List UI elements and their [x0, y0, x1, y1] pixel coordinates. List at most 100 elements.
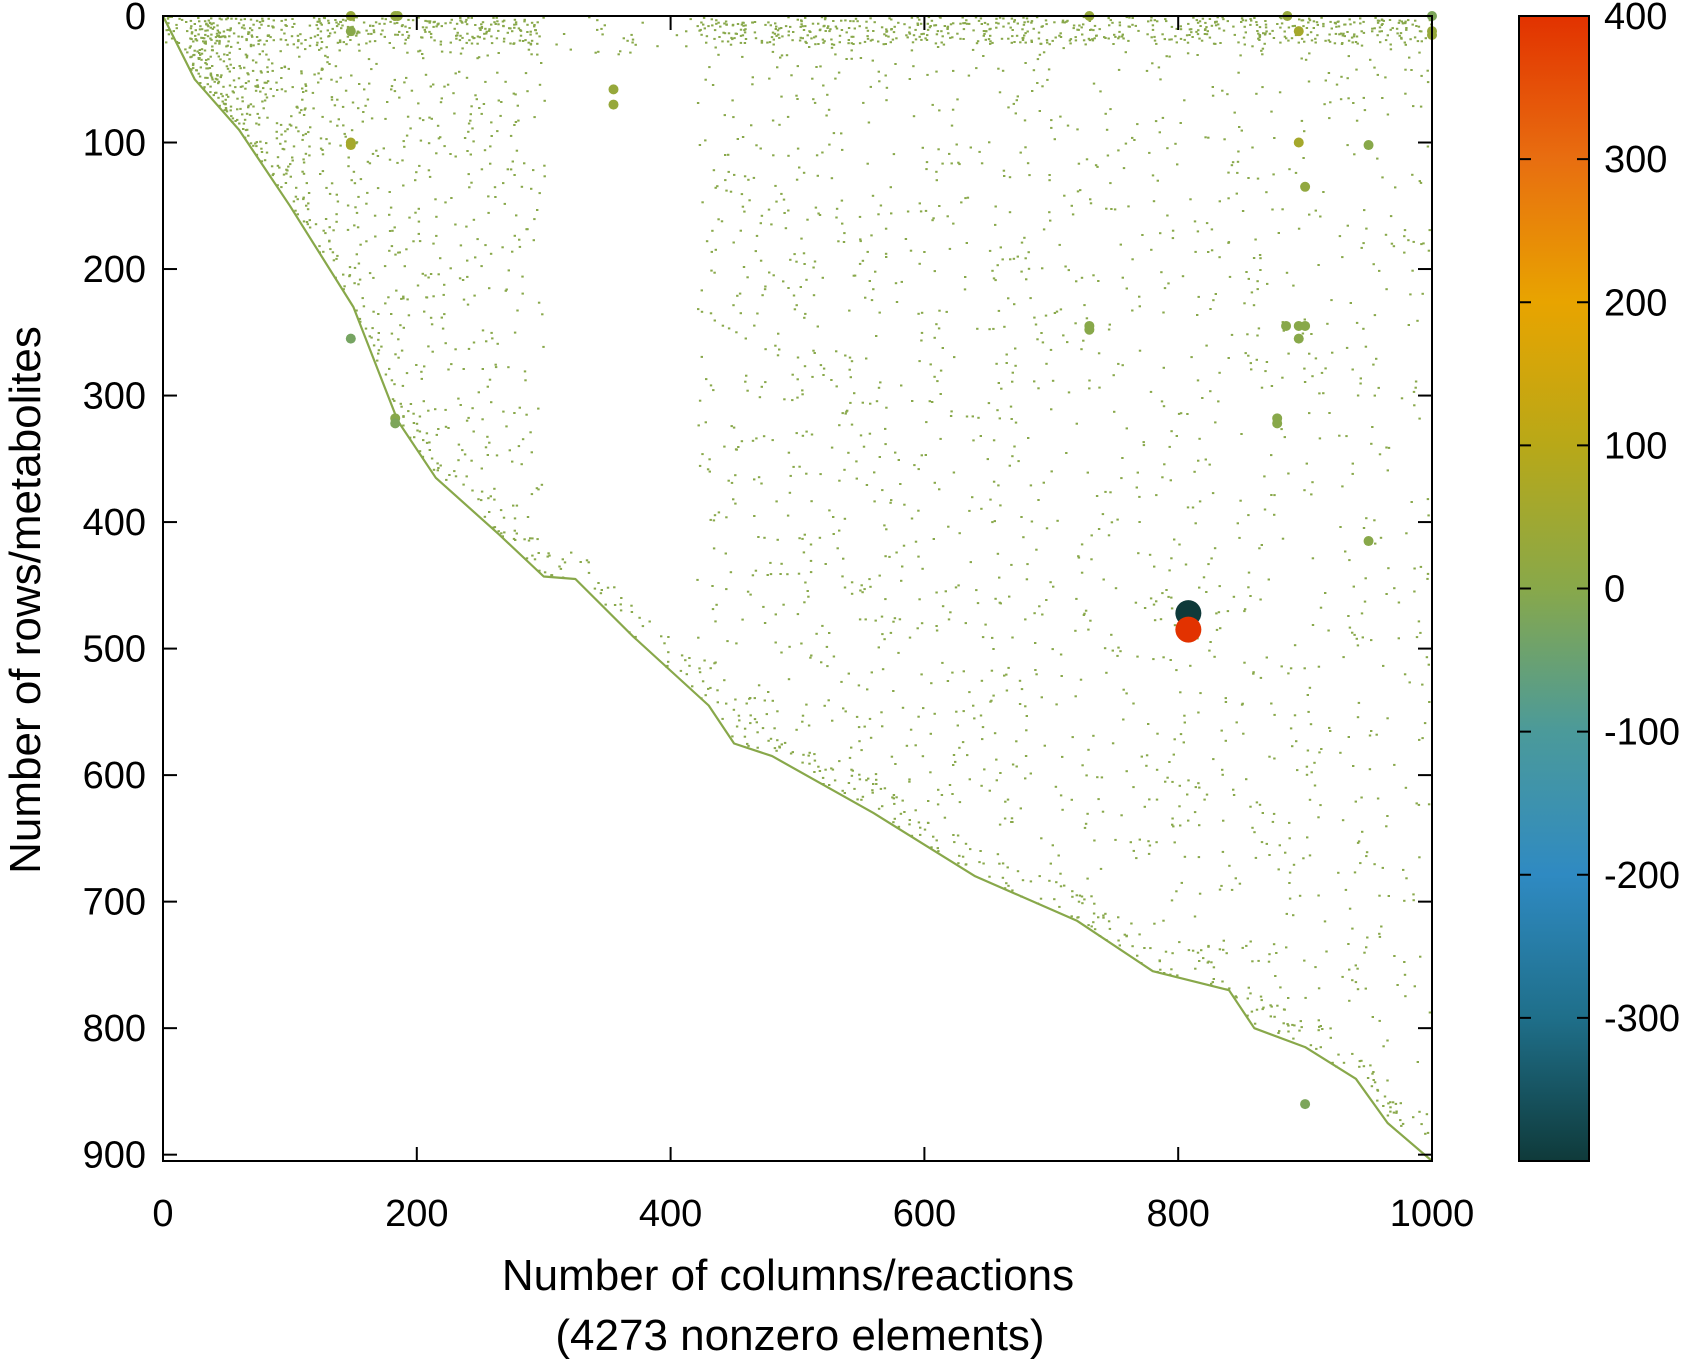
- nonzero-element: [1411, 173, 1414, 176]
- nonzero-element: [1002, 25, 1005, 28]
- nonzero-element: [1348, 999, 1351, 1002]
- nonzero-element: [540, 62, 543, 64]
- nonzero-element: [723, 32, 727, 35]
- nonzero-element: [1412, 240, 1415, 243]
- nonzero-element: [1333, 21, 1337, 24]
- nonzero-element: [895, 551, 898, 554]
- nonzero-element: [1204, 458, 1207, 461]
- nonzero-element: [872, 783, 875, 785]
- nonzero-element: [335, 257, 338, 260]
- nonzero-element: [818, 770, 822, 772]
- nonzero-element: [284, 140, 287, 143]
- nonzero-element: [964, 842, 968, 845]
- nonzero-element: [1210, 24, 1214, 27]
- nonzero-element: [1364, 345, 1368, 348]
- nonzero-element: [996, 552, 1000, 555]
- nonzero-element: [462, 368, 465, 370]
- nonzero-element: [1183, 855, 1187, 858]
- nonzero-element: [1089, 202, 1093, 205]
- nonzero-element: [471, 489, 474, 492]
- nonzero-element: [543, 571, 547, 574]
- nonzero-element: [1170, 596, 1173, 599]
- nonzero-element: [439, 101, 443, 104]
- nonzero-element: [301, 87, 304, 90]
- nonzero-element: [787, 451, 791, 454]
- nonzero-element: [946, 680, 950, 682]
- nonzero-element: [698, 464, 702, 467]
- nonzero-element: [345, 140, 356, 151]
- nonzero-element: [1021, 39, 1025, 41]
- nonzero-element: [423, 365, 426, 368]
- nonzero-element: [225, 110, 229, 113]
- nonzero-element: [291, 26, 294, 28]
- nonzero-element: [780, 743, 783, 746]
- nonzero-element: [737, 714, 741, 717]
- nonzero-element: [533, 558, 537, 561]
- nonzero-element: [1273, 713, 1276, 716]
- nonzero-element: [802, 29, 806, 31]
- nonzero-element: [1212, 758, 1215, 761]
- nonzero-element: [768, 77, 771, 80]
- nonzero-element: [1149, 597, 1153, 600]
- nonzero-element: [436, 462, 439, 465]
- nonzero-element: [398, 251, 401, 254]
- nonzero-element: [490, 121, 493, 124]
- nonzero-element: [742, 266, 746, 268]
- nonzero-element: [1148, 844, 1152, 847]
- nonzero-element: [1218, 256, 1221, 259]
- nonzero-element: [428, 21, 431, 24]
- nonzero-element: [941, 347, 944, 349]
- nonzero-element: [1260, 386, 1264, 389]
- nonzero-element: [587, 561, 590, 564]
- nonzero-element: [399, 402, 402, 405]
- nonzero-element: [280, 19, 283, 22]
- nonzero-element: [342, 288, 345, 291]
- nonzero-element: [883, 524, 886, 527]
- nonzero-element: [1001, 258, 1004, 261]
- nonzero-element: [207, 58, 210, 61]
- nonzero-element: [1277, 232, 1280, 234]
- nonzero-element: [978, 150, 981, 153]
- nonzero-element: [326, 29, 329, 32]
- nonzero-element: [1030, 39, 1033, 42]
- nonzero-element: [743, 727, 747, 730]
- nonzero-element: [301, 170, 304, 173]
- nonzero-element: [1016, 22, 1019, 25]
- nonzero-element: [494, 23, 497, 25]
- nonzero-element: [1337, 871, 1340, 874]
- nonzero-element: [275, 81, 278, 84]
- nonzero-element: [899, 812, 903, 815]
- nonzero-element: [212, 22, 215, 25]
- nonzero-element: [1184, 563, 1188, 566]
- nonzero-element: [1387, 895, 1390, 897]
- nonzero-element: [716, 701, 719, 704]
- nonzero-element: [391, 229, 394, 232]
- nonzero-element: [951, 36, 954, 39]
- nonzero-element: [1183, 714, 1186, 717]
- nonzero-element: [345, 333, 356, 344]
- nonzero-element: [412, 412, 415, 415]
- nonzero-element: [1225, 988, 1228, 991]
- nonzero-element: [1209, 308, 1212, 310]
- nonzero-element: [1100, 776, 1104, 779]
- nonzero-element: [513, 124, 516, 126]
- nonzero-element: [1306, 749, 1310, 752]
- nonzero-element: [764, 23, 767, 26]
- nonzero-element: [1084, 822, 1088, 825]
- nonzero-element: [516, 104, 519, 107]
- nonzero-element: [1390, 242, 1394, 245]
- nonzero-element: [1355, 321, 1359, 324]
- nonzero-element: [920, 339, 923, 342]
- nonzero-element: [998, 91, 1002, 94]
- nonzero-element: [1197, 782, 1200, 785]
- nonzero-element: [1371, 30, 1374, 33]
- nonzero-element: [1118, 24, 1122, 27]
- nonzero-element: [1341, 975, 1344, 978]
- nonzero-element: [304, 48, 307, 51]
- nonzero-element: [824, 768, 827, 771]
- nonzero-element: [1080, 348, 1083, 351]
- nonzero-element: [1062, 47, 1065, 50]
- nonzero-element: [1058, 905, 1061, 908]
- nonzero-element: [784, 25, 788, 28]
- nonzero-element: [1228, 987, 1231, 990]
